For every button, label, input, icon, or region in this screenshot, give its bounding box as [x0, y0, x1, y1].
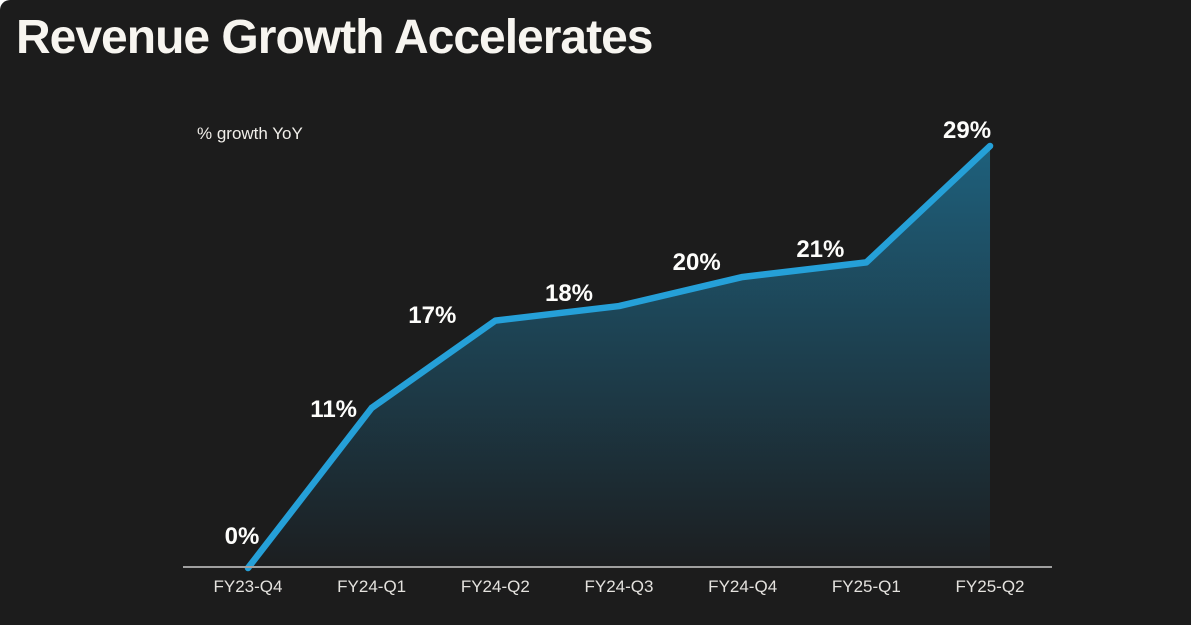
chart-title: Revenue Growth Accelerates [16, 11, 653, 64]
x-tick-label-fy24-q1: FY24-Q1 [337, 577, 407, 596]
data-point-label-fy23-q4: 0% [224, 523, 260, 550]
x-axis-line [183, 566, 1052, 568]
area-fill [248, 146, 991, 568]
x-tick-label-fy25-q1: FY25-Q1 [831, 577, 901, 596]
data-point-label-fy24-q2: 17% [408, 301, 457, 329]
y-axis-unit-label: % growth YoY [197, 124, 303, 143]
data-point-label-fy24-q3: 18% [544, 280, 594, 308]
x-tick-label-fy23-q4: FY23-Q4 [213, 577, 283, 596]
x-tick-label-fy24-q4: FY24-Q4 [708, 577, 778, 596]
x-tick-label-fy24-q2: FY24-Q2 [460, 577, 530, 596]
data-point-label-fy24-q4: 20% [672, 248, 721, 276]
revenue-growth-line [244, 142, 994, 572]
data-point-label-fy25-q1: 21% [796, 236, 845, 264]
data-point-label-fy24-q1: 11% [310, 395, 358, 423]
data-point-label-fy25-q2: 29% [942, 117, 992, 144]
x-tick-label-fy24-q3: FY24-Q3 [584, 577, 654, 596]
x-tick-label-fy25-q2: FY25-Q2 [955, 577, 1025, 596]
